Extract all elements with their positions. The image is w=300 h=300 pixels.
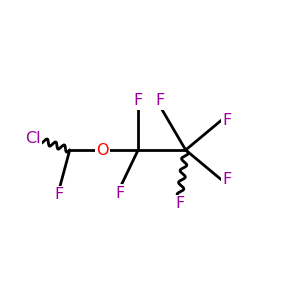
Text: F: F	[223, 113, 232, 128]
Text: F: F	[223, 172, 232, 187]
Text: F: F	[156, 94, 165, 109]
Text: F: F	[55, 187, 64, 202]
Text: O: O	[96, 142, 109, 158]
Text: F: F	[134, 94, 143, 109]
Text: F: F	[175, 196, 184, 211]
Text: Cl: Cl	[25, 130, 40, 146]
Text: F: F	[116, 186, 125, 201]
